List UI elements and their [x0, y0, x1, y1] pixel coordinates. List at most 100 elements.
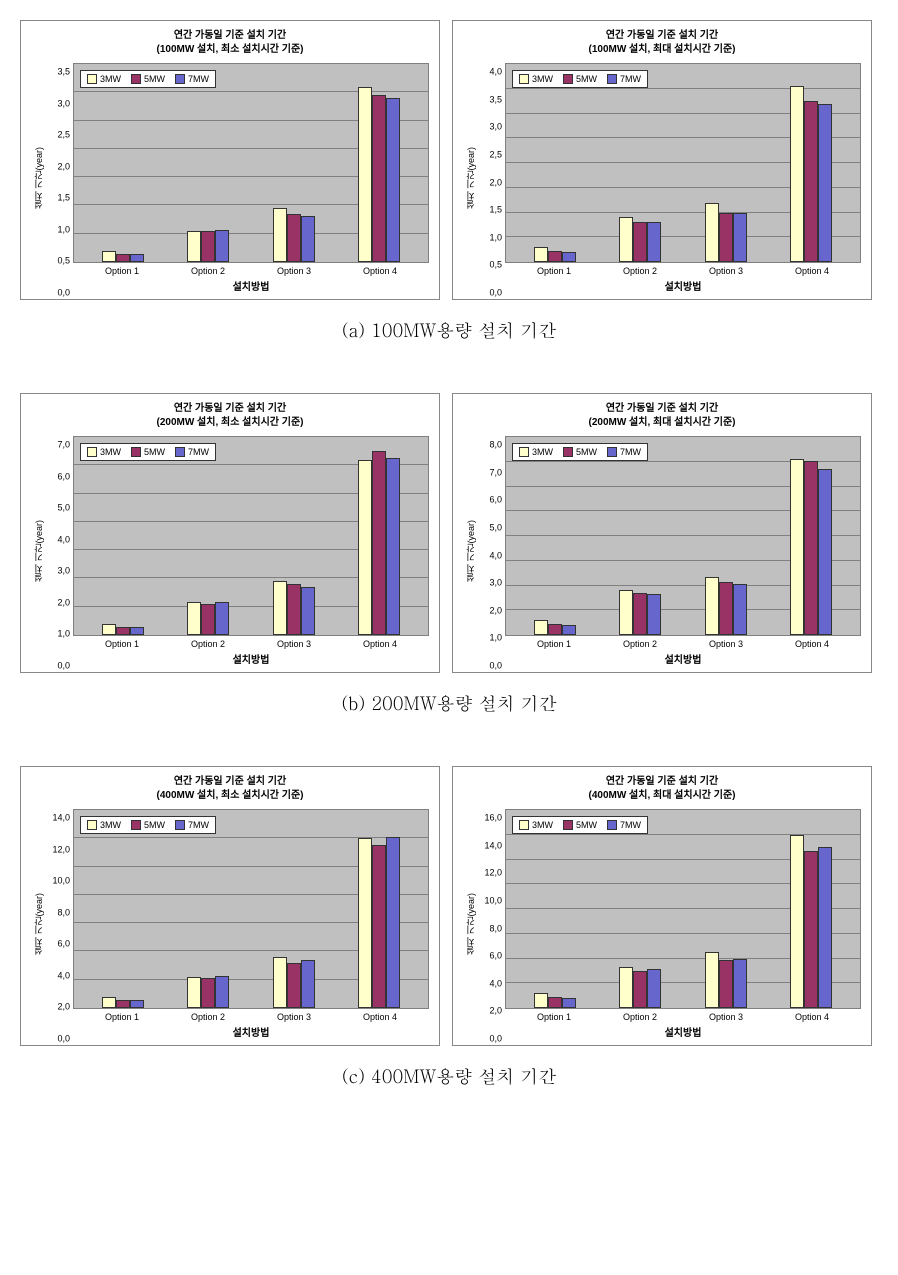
chart-panel: 연간 가동일 기준 설치 기간(100MW 설치, 최소 설치시간 기준)설치 …	[20, 20, 440, 300]
bar	[790, 835, 804, 1008]
bar	[287, 584, 301, 635]
x-tick-label: Option 4	[363, 266, 397, 276]
bar	[201, 604, 215, 635]
bar	[647, 594, 661, 635]
x-ticks: Option 1Option 2Option 3Option 4	[73, 1009, 429, 1022]
chart-panel: 연간 가동일 기준 설치 기간(400MW 설치, 최대 설치시간 기준)설치 …	[452, 766, 872, 1046]
bar-cluster	[187, 64, 229, 262]
legend: 3MW5MW7MW	[512, 816, 648, 834]
legend-label: 7MW	[620, 447, 641, 457]
bar	[633, 971, 647, 1008]
bar	[201, 978, 215, 1008]
bar-cluster	[273, 64, 315, 262]
bar	[548, 997, 562, 1008]
legend-label: 5MW	[144, 447, 165, 457]
bar-cluster	[534, 64, 576, 262]
x-tick-label: Option 4	[363, 639, 397, 649]
legend-label: 7MW	[620, 820, 641, 830]
legend-swatch	[607, 820, 617, 830]
y-ticks: 0,02,04,06,08,010,012,014,016,0	[477, 809, 505, 1039]
bar	[102, 251, 116, 262]
bar-cluster	[705, 810, 747, 1008]
legend-label: 3MW	[100, 447, 121, 457]
legend-swatch	[563, 447, 573, 457]
bar-cluster	[102, 437, 144, 635]
legend-label: 3MW	[532, 447, 553, 457]
x-tick-label: Option 4	[795, 639, 829, 649]
bar	[633, 222, 647, 262]
legend-label: 7MW	[620, 74, 641, 84]
bar	[372, 95, 386, 262]
legend-swatch	[131, 820, 141, 830]
x-ticks: Option 1Option 2Option 3Option 4	[73, 263, 429, 276]
legend-item: 7MW	[175, 74, 209, 84]
bar	[719, 582, 733, 635]
x-tick-label: Option 4	[795, 1012, 829, 1022]
y-axis-label: 설치 기간(year)	[464, 147, 477, 209]
x-tick-label: Option 2	[623, 266, 657, 276]
x-tick-label: Option 2	[623, 639, 657, 649]
legend-swatch	[175, 74, 185, 84]
x-ticks: Option 1Option 2Option 3Option 4	[505, 263, 861, 276]
legend-item: 5MW	[131, 820, 165, 830]
x-tick-label: Option 1	[537, 1012, 571, 1022]
legend-swatch	[607, 447, 617, 457]
y-axis-label: 설치 기간(year)	[32, 520, 45, 582]
bar-cluster	[273, 437, 315, 635]
bar	[386, 458, 400, 635]
bar	[619, 967, 633, 1008]
x-tick-label: Option 2	[623, 1012, 657, 1022]
plot-area: 3MW5MW7MW	[73, 63, 429, 263]
legend-item: 3MW	[519, 447, 553, 457]
plot-area: 3MW5MW7MW	[73, 809, 429, 1009]
bar	[130, 627, 144, 635]
y-ticks: 0,01,02,03,04,05,06,07,0	[45, 436, 73, 666]
y-axis-label: 설치 기간(year)	[32, 147, 45, 209]
legend-swatch	[131, 447, 141, 457]
x-axis-label: 설치방법	[73, 1024, 429, 1039]
bar	[804, 101, 818, 262]
legend-swatch	[563, 820, 573, 830]
legend: 3MW5MW7MW	[80, 70, 216, 88]
bar	[273, 957, 287, 1008]
bar-cluster	[619, 64, 661, 262]
legend-swatch	[519, 447, 529, 457]
x-axis-label: 설치방법	[73, 651, 429, 666]
bar	[215, 976, 229, 1008]
plot-area: 3MW5MW7MW	[73, 436, 429, 636]
x-tick-label: Option 3	[709, 266, 743, 276]
bar	[130, 254, 144, 262]
bar-cluster	[534, 810, 576, 1008]
bar-cluster	[790, 64, 832, 262]
bar	[647, 969, 661, 1008]
x-tick-label: Option 2	[191, 266, 225, 276]
bar-cluster	[619, 437, 661, 635]
legend-swatch	[87, 820, 97, 830]
bar	[534, 620, 548, 635]
bar	[790, 86, 804, 262]
legend-item: 3MW	[87, 820, 121, 830]
bar	[301, 587, 315, 635]
bar	[386, 837, 400, 1008]
bar-cluster	[187, 810, 229, 1008]
legend-label: 3MW	[100, 74, 121, 84]
bar	[102, 624, 116, 635]
legend-label: 3MW	[532, 820, 553, 830]
legend-item: 5MW	[131, 447, 165, 457]
bar-cluster	[705, 437, 747, 635]
bar-cluster	[102, 64, 144, 262]
bar	[130, 1000, 144, 1008]
legend-item: 3MW	[87, 74, 121, 84]
legend-swatch	[131, 74, 141, 84]
x-tick-label: Option 4	[795, 266, 829, 276]
legend-swatch	[607, 74, 617, 84]
bar	[562, 625, 576, 635]
bar	[548, 251, 562, 262]
bar	[818, 469, 832, 635]
bar	[534, 993, 548, 1008]
x-tick-label: Option 3	[277, 266, 311, 276]
x-axis-label: 설치방법	[505, 1024, 861, 1039]
bar	[733, 584, 747, 635]
bar	[804, 851, 818, 1008]
bar	[818, 104, 832, 262]
